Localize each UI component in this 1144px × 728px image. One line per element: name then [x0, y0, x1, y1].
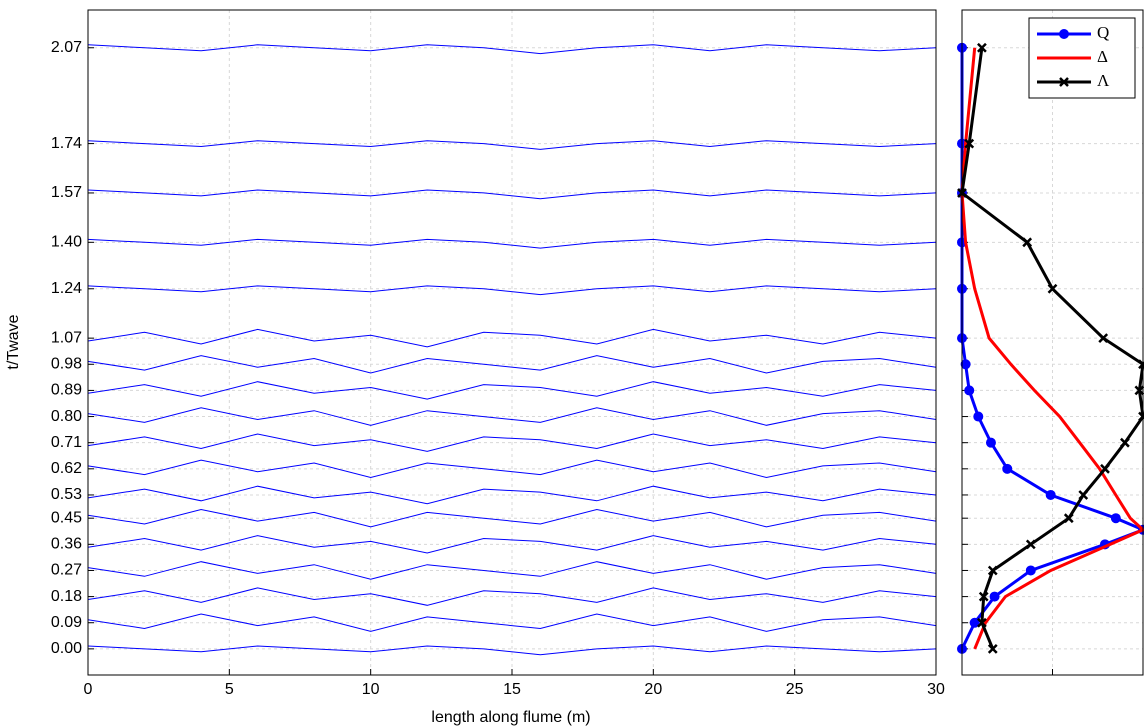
- x-tick-label: 15: [503, 681, 521, 698]
- x-tick-label: 30: [927, 681, 945, 698]
- data-point: [1078, 490, 1089, 500]
- data-point: [969, 617, 980, 628]
- data-point: [1110, 513, 1121, 524]
- profile-line: [87, 613, 937, 632]
- profile-line: [87, 381, 937, 400]
- y-tick-label: 0.09: [51, 614, 82, 631]
- legend-label: Δ: [1097, 47, 1108, 66]
- profile-line: [87, 328, 937, 348]
- data-point: [1045, 489, 1056, 500]
- y-tick-label: 1.40: [51, 234, 82, 251]
- plot-frame: [961, 9, 1144, 676]
- legend-marker: [1059, 77, 1069, 87]
- y-tick-label: 0.18: [51, 588, 82, 605]
- data-point: [1022, 237, 1033, 248]
- y-axis-label: t/Twave: [5, 314, 22, 369]
- data-point: [1100, 463, 1110, 474]
- profile-line: [87, 140, 937, 150]
- y-tick-label: 0.36: [51, 536, 82, 553]
- profile-line: [87, 407, 937, 426]
- series-line: [960, 47, 1144, 650]
- profile-line: [87, 44, 937, 55]
- y-tick-label: 1.24: [51, 280, 82, 297]
- y-tick-label: 2.07: [51, 39, 82, 56]
- data-point: [1063, 513, 1074, 524]
- data-point: [977, 42, 987, 53]
- data-point: [1047, 283, 1058, 294]
- data-point: [1025, 539, 1036, 550]
- data-point: [987, 565, 998, 576]
- profile-line: [87, 459, 937, 479]
- data-point: [964, 385, 975, 396]
- y-tick-label: 1.74: [51, 135, 82, 152]
- y-tick-label: 0.27: [51, 562, 82, 579]
- y-tick-label: 0.98: [51, 355, 82, 372]
- x-tick-label: 5: [225, 681, 234, 698]
- data-point: [987, 643, 998, 654]
- profile-line: [87, 285, 937, 296]
- series-line: [960, 47, 1144, 650]
- x-tick-label: 20: [644, 681, 662, 698]
- y-tick-label: 0.89: [51, 382, 82, 399]
- profile-line: [87, 238, 937, 249]
- legend-label: Λ: [1097, 71, 1110, 90]
- y-tick-label: 0.62: [51, 460, 82, 477]
- data-point: [964, 138, 975, 149]
- plot-frame: [87, 9, 937, 676]
- data-point: [1134, 385, 1144, 396]
- profile-line: [87, 508, 937, 528]
- profile-line: [87, 535, 937, 554]
- x-tick-label: 0: [84, 681, 93, 698]
- legend-label: Q: [1097, 23, 1109, 42]
- y-tick-label: 0.71: [51, 434, 82, 451]
- y-tick-label: 0.80: [51, 408, 82, 425]
- y-tick-label: 1.07: [51, 329, 82, 346]
- y-tick-label: 0.00: [51, 640, 82, 657]
- profile-line: [87, 189, 937, 200]
- data-point: [977, 617, 987, 628]
- y-tick-label: 0.45: [51, 509, 82, 526]
- data-point: [985, 437, 996, 448]
- profile-line: [87, 485, 937, 505]
- data-point: [978, 591, 989, 602]
- profile-line: [87, 561, 937, 580]
- profile-line: [87, 587, 937, 606]
- data-point: [973, 411, 984, 422]
- data-point: [960, 359, 971, 370]
- y-tick-label: 0.53: [51, 486, 82, 503]
- x-tick-label: 10: [362, 681, 380, 698]
- legend-marker: [1059, 29, 1069, 39]
- y-tick-label: 1.57: [51, 184, 82, 201]
- profile-line: [87, 433, 937, 452]
- legend: QΔΛ: [1028, 17, 1136, 99]
- data-point: [989, 591, 1000, 602]
- profile-line: [87, 355, 937, 374]
- data-point: [1025, 565, 1036, 576]
- x-tick-label: 25: [786, 681, 804, 698]
- profile-line: [87, 645, 937, 656]
- data-point: [1002, 463, 1013, 474]
- data-point: [1098, 333, 1109, 344]
- data-point: [1120, 437, 1130, 448]
- x-axis-label: length along flume (m): [431, 709, 590, 726]
